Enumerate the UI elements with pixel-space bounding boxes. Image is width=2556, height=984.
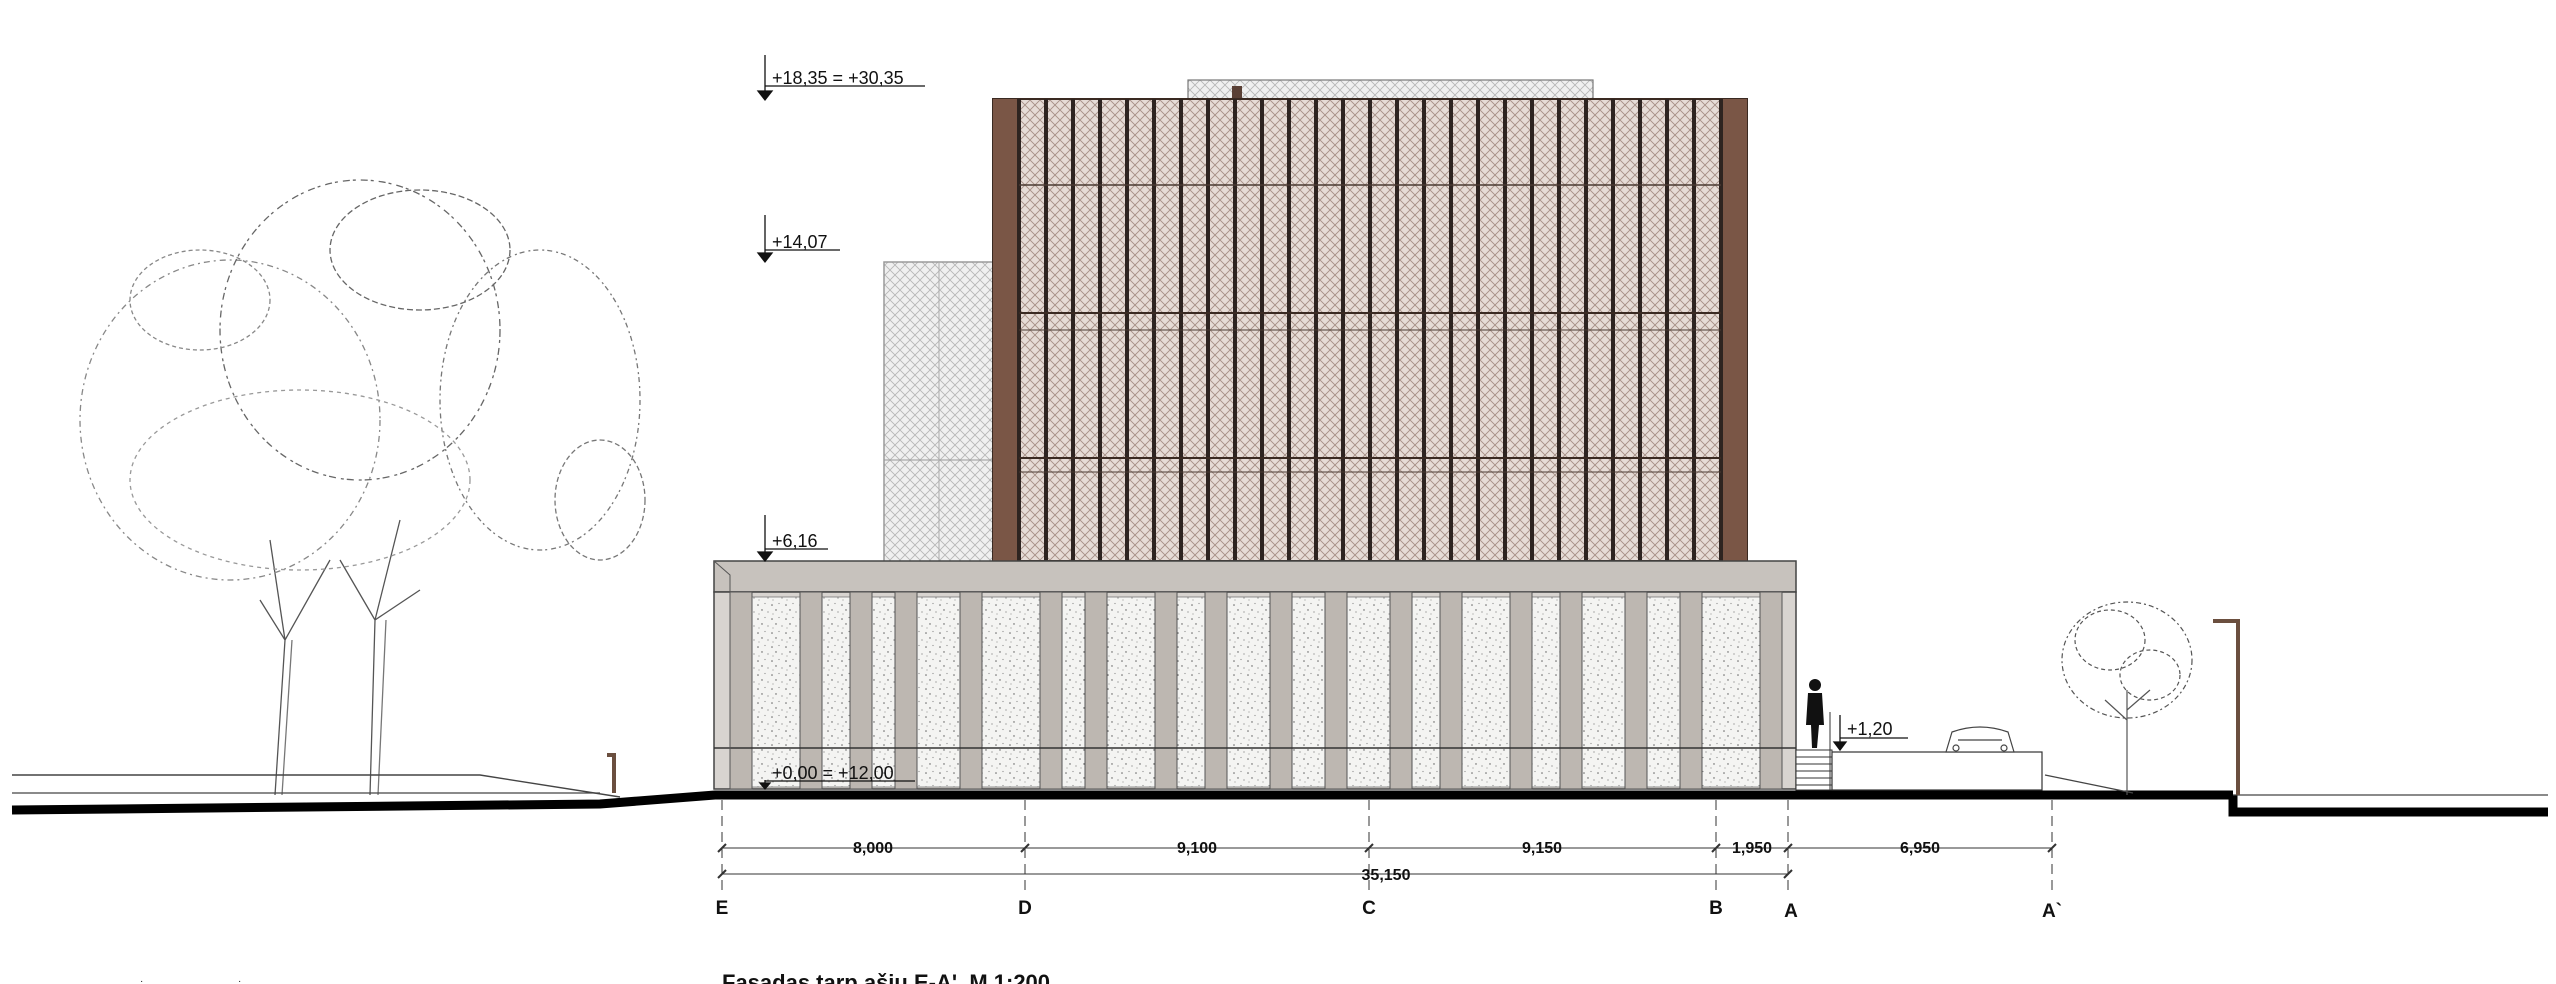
podium-glazing-panel xyxy=(1107,597,1155,787)
podium-column xyxy=(1625,592,1647,789)
stray-dots: · xyxy=(140,976,143,984)
podium-column xyxy=(1040,592,1062,789)
podium-glazing-panel xyxy=(1227,597,1270,787)
podium-glazing-panel xyxy=(1412,597,1440,787)
dim-d-c: 9,100 xyxy=(1177,840,1217,857)
podium-glazing-panel xyxy=(1062,597,1085,787)
podium-glazing-panel xyxy=(1347,597,1390,787)
podium-column xyxy=(1760,592,1782,789)
dim-total: 35,150 xyxy=(1362,867,1411,884)
person-silhouette-icon xyxy=(1806,679,1824,748)
stray-dots-2: · xyxy=(238,976,241,984)
tree-large-icon xyxy=(80,180,645,795)
axis-c-label: C xyxy=(1362,898,1376,919)
podium-glazing-panel xyxy=(822,597,850,787)
car-icon xyxy=(1946,727,2014,752)
podium-glazing-panel xyxy=(752,597,800,787)
podium-glazing-panel xyxy=(1532,597,1560,787)
axis-e-label: E xyxy=(716,898,729,919)
podium-facade xyxy=(714,561,1796,789)
podium-glazing-panel xyxy=(917,597,960,787)
podium-glazing-panel xyxy=(1177,597,1205,787)
podium-column xyxy=(800,592,822,789)
podium-glazing-panel xyxy=(1647,597,1680,787)
podium-glazing-panel xyxy=(1292,597,1325,787)
podium-glazing-panel xyxy=(872,597,895,787)
upper-mesh-facade xyxy=(993,99,1747,561)
drawing-caption: Fasadas tarp ašių E-A', M 1:200 xyxy=(722,970,1050,984)
podium-column xyxy=(730,592,752,789)
podium-column xyxy=(850,592,872,789)
podium-column xyxy=(1560,592,1582,789)
podium-glazing-panel xyxy=(982,597,1040,787)
podium-column xyxy=(1440,592,1462,789)
roof-plant xyxy=(1188,80,1593,101)
low-wall xyxy=(1832,752,2042,790)
level-label-zero: +0,00 = +12,00 xyxy=(772,763,894,783)
podium-column xyxy=(1085,592,1107,789)
podium-column xyxy=(1510,592,1532,789)
axis-b-label: B xyxy=(1709,898,1723,919)
podium-glazing-panel xyxy=(1582,597,1625,787)
dim-b-a: 1,950 xyxy=(1732,840,1772,857)
street-lamp-icon xyxy=(2213,621,2238,795)
rear-mesh-volume xyxy=(884,262,994,562)
axis-a-label: A xyxy=(1784,901,1798,922)
podium-glazing-panel xyxy=(1462,597,1510,787)
level-label-top: +18,35 = +30,35 xyxy=(772,68,904,88)
dim-a-a2: 6,950 xyxy=(1900,840,1940,857)
tree-small-icon xyxy=(2062,602,2192,795)
podium-column xyxy=(960,592,982,789)
dim-e-d: 8,000 xyxy=(853,840,893,857)
level-label-podium: +6,16 xyxy=(772,531,818,551)
podium-column xyxy=(1205,592,1227,789)
axis-a2-label: A` xyxy=(2042,901,2062,922)
podium-column xyxy=(895,592,917,789)
level-label-mid: +14,07 xyxy=(772,232,828,252)
dim-c-b: 9,150 xyxy=(1522,840,1562,857)
podium-column xyxy=(1155,592,1177,789)
level-label-right: +1,20 xyxy=(1847,719,1893,739)
axis-d-label: D xyxy=(1018,898,1032,919)
podium-column xyxy=(1325,592,1347,789)
podium-column xyxy=(1270,592,1292,789)
podium-column xyxy=(1680,592,1702,789)
podium-column xyxy=(1390,592,1412,789)
podium-glazing-panel xyxy=(1702,597,1760,787)
